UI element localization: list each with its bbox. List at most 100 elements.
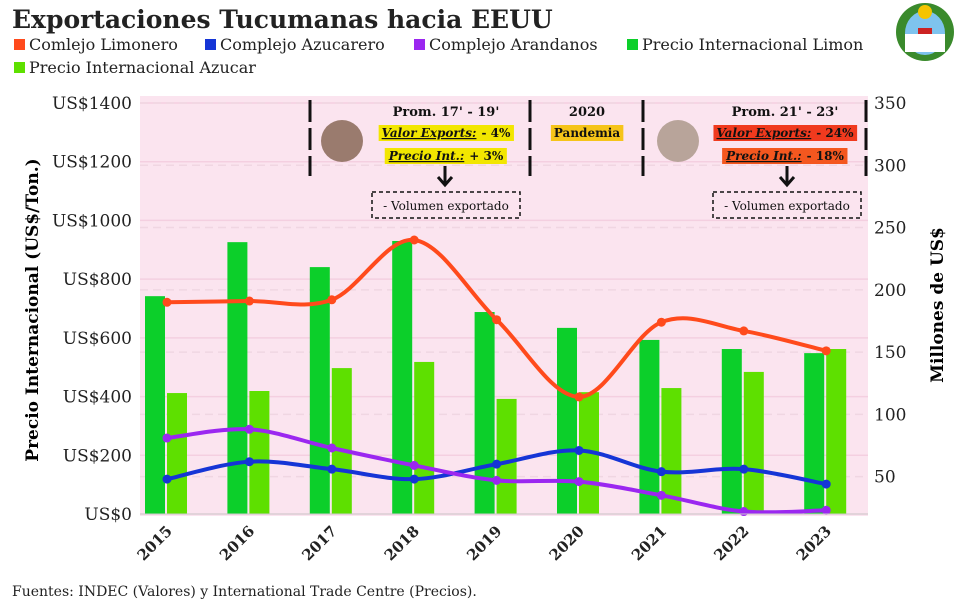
bar-precio-internacional-limon (145, 296, 165, 514)
trump-photo (321, 120, 363, 162)
left-tick-label: US$0 (84, 505, 132, 525)
point-complejo-arandanos (574, 477, 584, 487)
legend-label: Precio Internacional Azucar (29, 58, 256, 77)
point-complejo-azucarero (327, 464, 337, 474)
left-tick-label: US$1200 (52, 153, 132, 173)
point-comlejo-limonero (409, 235, 419, 245)
bar-precio-internacional-azucar (743, 371, 764, 514)
arrow-down-icon (778, 166, 796, 188)
point-comlejo-limonero (162, 297, 172, 307)
bar-precio-internacional-limon (639, 339, 660, 514)
highlight-box (722, 148, 848, 164)
x-tick-label: 2022 (710, 522, 752, 564)
legend-label: Complejo Azucarero (220, 35, 385, 54)
point-comlejo-limonero (821, 346, 831, 356)
point-complejo-azucarero (821, 479, 831, 489)
point-comlejo-limonero (574, 392, 584, 402)
right-tick-label: 150 (874, 343, 906, 363)
valor-exports-value: - 24% (816, 126, 854, 140)
point-complejo-azucarero (656, 467, 666, 477)
bar-precio-internacional-limon (227, 242, 248, 514)
legend-swatch (14, 39, 25, 50)
precio-int-line: Precio Int.: + 3% (388, 149, 504, 163)
legend-label: Precio Internacional Limon (642, 35, 863, 54)
bar-precio-internacional-azucar (661, 388, 682, 514)
bar-precio-internacional-azucar (249, 390, 270, 514)
annotation-right-note: - Volumen exportado (724, 199, 850, 213)
left-tick-label: US$600 (63, 329, 132, 349)
x-tick-label: 2015 (134, 522, 176, 564)
legend-label: Comlejo Limonero (29, 35, 178, 54)
bar-precio-internacional-limon (392, 240, 413, 514)
precio-int-label: Precio Int.: (388, 149, 465, 163)
annotation-middle: 2020 Pandemia (550, 100, 645, 176)
left-tick-label: US$400 (63, 388, 132, 408)
y-axis-right-label: Millones de US$ (928, 227, 948, 383)
legend-swatch (627, 39, 638, 50)
annotation-left-title: Prom. 17' - 19' (393, 105, 500, 120)
left-tick-label: US$200 (63, 446, 132, 466)
point-complejo-arandanos (739, 507, 749, 517)
point-comlejo-limonero (244, 296, 254, 306)
argentina-seal-logo (896, 3, 954, 61)
chart-title: Exportaciones Tucumanas hacia EEUU (12, 5, 553, 34)
valor-exports-line: Valor Exports: - 24% (716, 126, 854, 140)
point-complejo-azucarero (574, 445, 584, 455)
bar-precio-internacional-azucar (826, 349, 847, 514)
point-comlejo-limonero (656, 317, 666, 327)
x-tick-label: 2020 (546, 522, 588, 564)
bar-precio-internacional-azucar (167, 393, 187, 514)
highlight-box (550, 125, 624, 141)
left-tick-label: US$1400 (52, 94, 132, 114)
x-tick-label: 2017 (298, 522, 340, 564)
point-complejo-arandanos (327, 443, 337, 453)
legend-swatch (14, 62, 25, 73)
right-tick-label: 350 (874, 94, 906, 114)
highlight-box (384, 148, 507, 164)
point-complejo-azucarero (244, 457, 254, 467)
annotation-year: 2020 (569, 105, 605, 120)
point-complejo-azucarero (492, 459, 502, 469)
right-tick-label: 100 (874, 405, 906, 425)
x-tick-label: 2021 (628, 522, 670, 564)
bar-precio-internacional-limon (474, 312, 495, 514)
legend-label: Complejo Arandanos (429, 35, 598, 54)
point-complejo-arandanos (162, 433, 172, 443)
point-complejo-arandanos (821, 505, 831, 515)
point-complejo-azucarero (409, 474, 419, 484)
annotation-pandemia: Pandemia (554, 126, 620, 140)
x-tick-label: 2018 (381, 522, 423, 564)
precio-int-value: + 3% (469, 149, 504, 163)
bar-precio-internacional-azucar (496, 398, 517, 514)
highlight-box (378, 125, 514, 141)
x-tick-label: 2019 (463, 522, 505, 564)
annotation-right: Prom. 21' - 23' Valor Exports: - 24% Prec… (657, 100, 868, 219)
arrow-down-icon (436, 166, 454, 188)
x-tick-label: 2016 (216, 522, 258, 564)
highlight-box (713, 125, 858, 141)
y-axis-left-label: Precio Internacional (US$/Ton.) (23, 158, 43, 461)
right-tick-label: 300 (874, 156, 906, 176)
annotation-left-note: - Volumen exportado (383, 199, 509, 213)
biden-photo (657, 120, 699, 162)
source-note: Fuentes: INDEC (Valores) y International… (12, 584, 477, 600)
precio-int-label: Precio Int.: (725, 149, 802, 163)
legend: Comlejo Limonero Complejo Azucarero Comple… (14, 35, 863, 77)
point-complejo-azucarero (739, 464, 749, 474)
left-tick-label: US$800 (63, 270, 132, 290)
bar-precio-internacional-limon (309, 267, 330, 514)
valor-exports-label: Valor Exports: (382, 126, 477, 140)
valor-exports-value: - 4% (481, 126, 511, 140)
right-tick-label: 50 (874, 468, 896, 488)
left-tick-label: US$1000 (52, 211, 132, 231)
point-comlejo-limonero (492, 315, 502, 325)
point-complejo-arandanos (409, 460, 419, 470)
legend-swatch (205, 39, 216, 50)
right-tick-label: 200 (874, 281, 906, 301)
bar-precio-internacional-limon (804, 353, 825, 514)
point-complejo-azucarero (162, 474, 172, 484)
right-tick-label: 250 (874, 219, 906, 239)
x-tick-label: 2023 (793, 522, 835, 564)
